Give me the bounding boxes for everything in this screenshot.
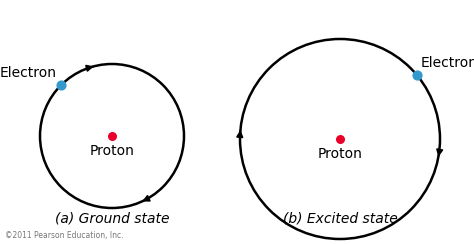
Text: Proton: Proton bbox=[90, 144, 135, 158]
Point bbox=[413, 73, 420, 77]
Text: Electron: Electron bbox=[0, 66, 57, 80]
Text: (b) Excited state: (b) Excited state bbox=[283, 212, 397, 226]
Text: Proton: Proton bbox=[318, 147, 363, 161]
Text: ©2011 Pearson Education, Inc.: ©2011 Pearson Education, Inc. bbox=[5, 231, 124, 240]
Point bbox=[336, 137, 344, 141]
Point bbox=[108, 134, 116, 138]
Point bbox=[57, 83, 65, 87]
Text: (a) Ground state: (a) Ground state bbox=[55, 212, 169, 226]
Text: Electron: Electron bbox=[420, 56, 474, 70]
